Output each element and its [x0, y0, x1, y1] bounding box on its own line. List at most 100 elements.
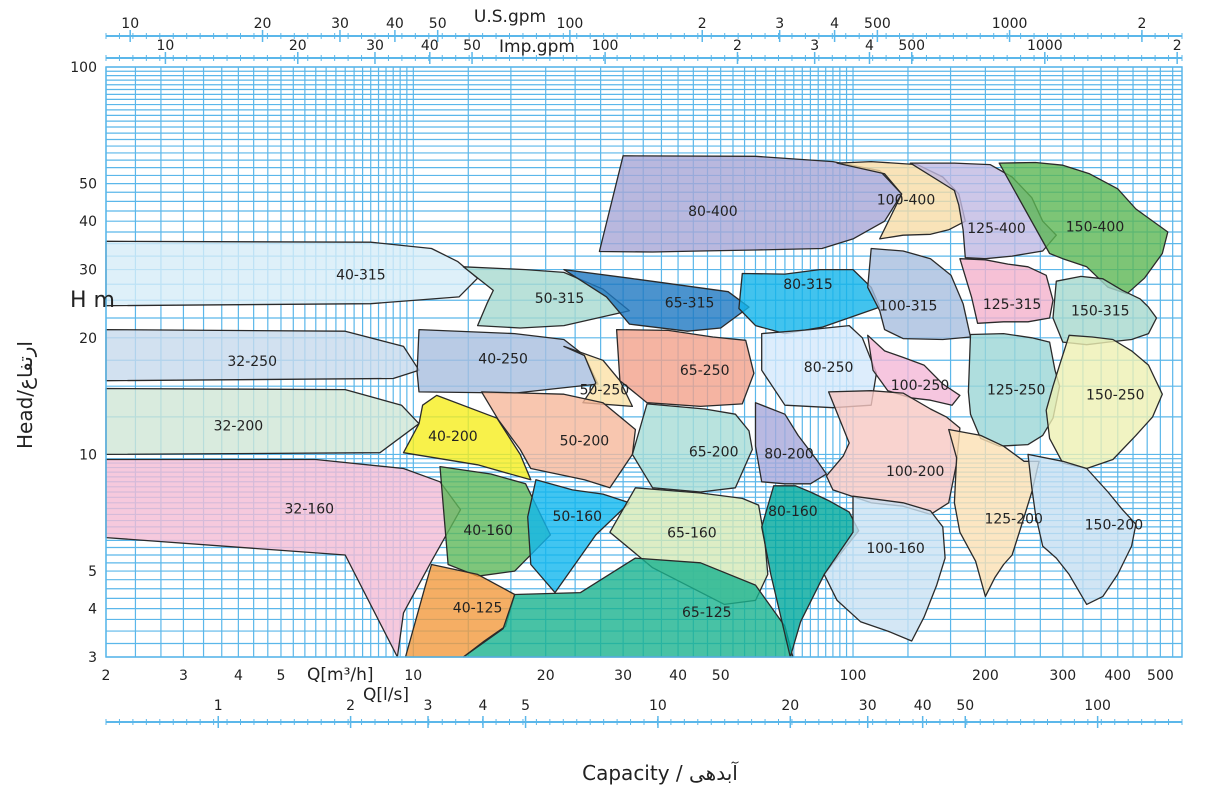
y-axis-title: Head/ارتفاع	[13, 341, 37, 449]
y-tick-label: 100	[70, 60, 97, 76]
pump-region-100-315	[867, 247, 972, 341]
x-tick-label: 500	[1147, 668, 1174, 684]
secondary-tick-label: 4	[479, 698, 488, 714]
secondary-tick-label: 3	[810, 38, 819, 54]
pump-region-65-315	[563, 268, 750, 332]
pump-model-label: 40-200	[428, 429, 478, 445]
x-tick-label: 2	[102, 668, 111, 684]
pump-region-80-200	[754, 402, 828, 485]
x-tick-label: 3	[179, 668, 188, 684]
pump-region-40-125	[404, 563, 516, 658]
pump-model-label: 40-125	[453, 601, 503, 617]
secondary-tick-label: 4	[830, 16, 839, 32]
secondary-tick-label: 1	[214, 698, 223, 714]
pump-model-label: 125-250	[987, 383, 1046, 399]
secondary-tick-label: 500	[898, 38, 925, 54]
secondary-tick-label: 100	[557, 16, 584, 32]
x-tick-label: 30	[614, 668, 632, 684]
pump-region-50-250	[563, 345, 634, 408]
pump-region-100-200	[825, 390, 961, 516]
secondary-tick-label: 1000	[992, 16, 1028, 32]
secondary-tick-label: 2	[733, 38, 742, 54]
x-tick-label: 10	[404, 668, 422, 684]
secondary-tick-label: 40	[914, 698, 932, 714]
secondary-tick-label: 2	[1137, 16, 1146, 32]
y-tick-label: 5	[88, 564, 97, 580]
pump-region-65-200	[631, 403, 753, 493]
pump-model-label: 50-315	[535, 291, 585, 307]
secondary-tick-label: 2	[698, 16, 707, 32]
pump-model-label: 125-315	[983, 297, 1042, 313]
pump-region-50-160	[527, 479, 631, 594]
pump-model-label: 80-400	[688, 204, 738, 220]
secondary-tick-label: 40	[386, 16, 404, 32]
pump-model-label: 125-200	[984, 511, 1043, 527]
secondary-tick-label: 10	[649, 698, 667, 714]
secondary-tick-label: 10	[121, 16, 139, 32]
y-unit-label: H m	[70, 288, 115, 313]
pump-region-100-250	[867, 334, 961, 406]
pump-model-label: 100-400	[877, 193, 936, 209]
x-tick-label: 4	[234, 668, 243, 684]
secondary-tick-label: 20	[254, 16, 272, 32]
pump-model-label: 80-315	[783, 277, 833, 293]
secondary-tick-label: 3	[775, 16, 784, 32]
pump-model-label: 150-250	[1086, 387, 1145, 403]
pump-model-label: 65-125	[682, 605, 732, 621]
y-tick-label: 30	[79, 263, 97, 279]
secondary-tick-label: 1000	[1027, 38, 1063, 54]
x-tick-label: 50	[712, 668, 730, 684]
chart-frame	[105, 66, 1183, 658]
secondary-axis-name: Imp.gpm	[499, 37, 575, 57]
pump-region-40-200	[402, 394, 532, 481]
pump-model-label: 50-160	[553, 509, 603, 525]
pump-model-label: 125-400	[967, 221, 1026, 237]
pump-region-150-200	[1027, 453, 1137, 606]
pump-model-label: 50-200	[560, 434, 610, 450]
secondary-tick-label: 100	[1084, 698, 1111, 714]
pump-model-label: 50-250	[580, 383, 630, 399]
secondary-tick-label: 2	[346, 698, 355, 714]
pump-model-label: 65-200	[689, 445, 739, 461]
pump-model-label: 40-250	[478, 351, 528, 367]
secondary-tick-label: 30	[366, 38, 384, 54]
pump-region-50-200	[480, 391, 637, 489]
pump-model-label: 80-250	[804, 360, 854, 376]
chart-axes: 2 3 4 5 10 20 30 40 50 100 200 300 400 50034510203040…	[70, 7, 1183, 728]
secondary-tick-label: 50	[463, 38, 481, 54]
pump-model-label: 150-200	[1085, 518, 1144, 534]
y-tick-label: 50	[79, 177, 97, 193]
x-tick-label: 100	[840, 668, 867, 684]
secondary-tick-label: 10	[156, 38, 174, 54]
x-axis-title: Capacity / آبدهی	[582, 760, 739, 785]
x-tick-label: 5	[277, 668, 286, 684]
secondary-axis-name: U.S.gpm	[474, 7, 546, 27]
x-tick-label: 400	[1104, 668, 1131, 684]
secondary-tick-label: 2	[1173, 38, 1182, 54]
secondary-tick-label: 50	[429, 16, 447, 32]
pump-model-label: 32-250	[227, 354, 277, 370]
pump-region-150-400	[998, 161, 1169, 295]
y-tick-label: 4	[88, 602, 97, 618]
pump-regions: 40-315 32-250 32-200 32-160 40-250 40-200 40-1…	[105, 155, 1169, 658]
pump-model-label: 100-315	[879, 298, 938, 314]
pump-model-label: 65-315	[665, 296, 715, 312]
q-m3h-unit-label: Q[m³/h]	[307, 665, 374, 685]
pump-model-label: 32-160	[285, 502, 335, 518]
pump-model-label: 100-250	[891, 378, 950, 394]
secondary-tick-label: 40	[421, 38, 439, 54]
pump-region-32-160	[105, 458, 462, 658]
x-tick-label: 200	[972, 668, 999, 684]
secondary-axis-name: Q[l/s]	[363, 685, 409, 705]
pump-region-65-125	[462, 557, 794, 658]
pump-region-125-200	[948, 428, 1040, 598]
x-tick-label: 300	[1049, 668, 1076, 684]
pump-region-40-315	[105, 240, 479, 307]
pump-model-label: 40-315	[336, 267, 386, 283]
pump-model-label: 65-250	[680, 363, 730, 379]
secondary-tick-label: 5	[521, 698, 530, 714]
secondary-tick-label: 4	[865, 38, 874, 54]
pump-model-label: 150-400	[1066, 220, 1125, 236]
secondary-tick-label: 3	[424, 698, 433, 714]
